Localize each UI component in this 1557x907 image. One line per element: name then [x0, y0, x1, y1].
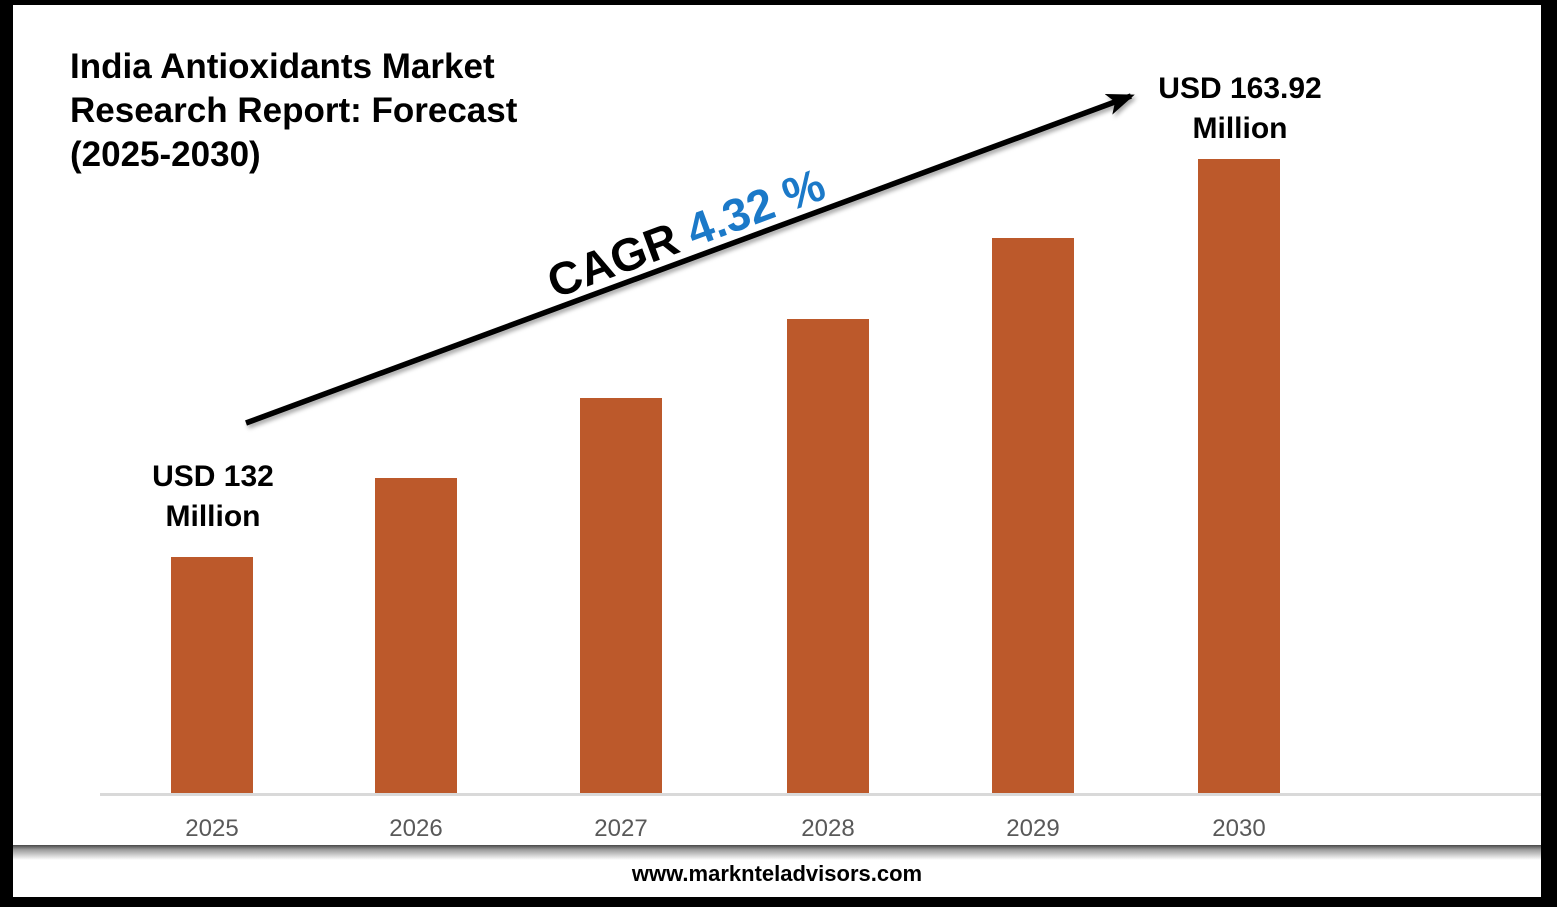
value-label-2025-line-2: Million: [165, 500, 261, 533]
bar-2025: [171, 557, 253, 793]
cagr-prefix: CAGR: [540, 207, 698, 308]
chart-area: India Antioxidants Market Research Repor…: [13, 5, 1541, 897]
x-axis-line: [100, 793, 1541, 796]
footer-website: www.marknteladvisors.com: [631, 861, 923, 886]
x-tick-2030: 2030: [1212, 815, 1266, 842]
value-label-2025-line-1: USD 132: [152, 460, 274, 493]
chart-title-line-2: Research Report: Forecast: [70, 91, 518, 130]
bar-2026: [375, 478, 457, 793]
x-tick-2028: 2028: [801, 815, 855, 842]
bar-2029: [992, 238, 1074, 793]
value-label-2025: USD 132 Million: [113, 457, 313, 537]
value-label-2030-line-2: Million: [1192, 112, 1288, 145]
value-label-2030: USD 163.92 Million: [1109, 69, 1371, 149]
cagr-value: 4.32 %: [679, 158, 832, 257]
bar-2027: [580, 398, 662, 793]
value-label-2030-line-1: USD 163.92: [1158, 72, 1322, 105]
x-tick-2026: 2026: [389, 815, 443, 842]
x-tick-2025: 2025: [185, 815, 239, 842]
x-tick-2027: 2027: [594, 815, 648, 842]
chart-title-line-3: (2025-2030): [70, 135, 261, 174]
chart-title: India Antioxidants Market Research Repor…: [70, 45, 530, 177]
bar-2028: [787, 319, 869, 793]
bar-2030: [1198, 159, 1280, 793]
chart-title-line-1: India Antioxidants Market: [70, 47, 495, 86]
x-tick-2029: 2029: [1006, 815, 1060, 842]
footer-divider: [13, 845, 1541, 860]
